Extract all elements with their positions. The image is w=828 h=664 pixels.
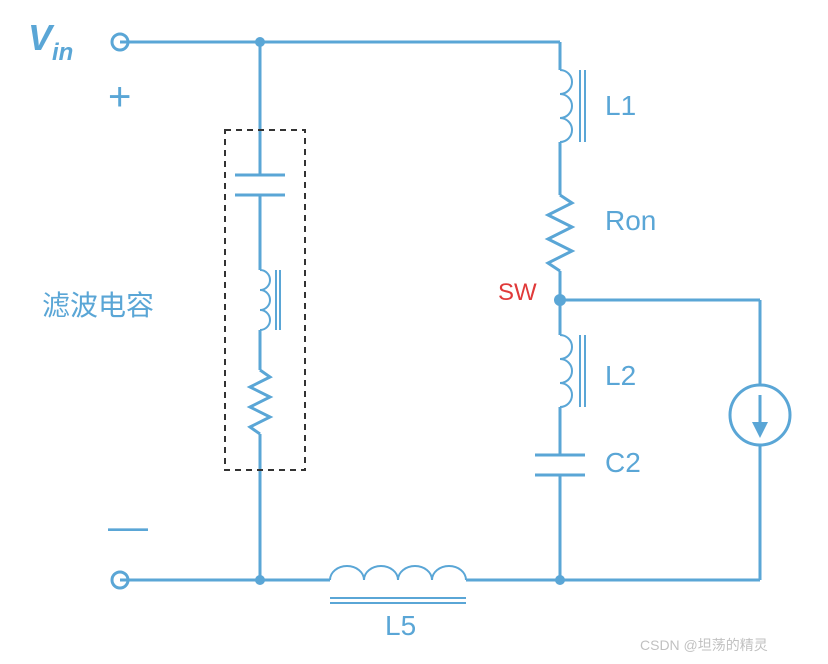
filter-cap-branch: [235, 42, 285, 580]
c2-label: C2: [605, 447, 641, 478]
l5-label: L5: [385, 610, 416, 641]
l2-inductor-icon: [560, 335, 585, 407]
watermark: CSDN @坦荡的精灵: [640, 637, 768, 653]
node-bot-right: [555, 575, 565, 585]
node-top-mid: [255, 37, 265, 47]
filter-cap-label: 滤波电容: [42, 290, 154, 321]
l2-label: L2: [605, 360, 636, 391]
ron-resistor-icon: [548, 195, 572, 271]
sw-label: SW: [498, 279, 537, 306]
l1-inductor-icon: [560, 70, 585, 142]
right-branch: [535, 42, 585, 580]
c2-capacitor-icon: [535, 455, 585, 475]
current-arrow-icon: [752, 422, 768, 438]
minus-sign: —: [108, 505, 148, 549]
l1-label: L1: [605, 90, 636, 121]
load-branch: [560, 300, 790, 580]
vin-sub: in: [52, 39, 73, 66]
vin-label: Vin: [28, 17, 73, 66]
filter-esl-icon: [260, 260, 280, 370]
vin-v: V: [28, 17, 55, 58]
plus-sign: +: [108, 75, 131, 119]
bottom-rail: [120, 566, 760, 603]
node-bot-mid: [255, 575, 265, 585]
filter-esr-icon: [250, 370, 270, 434]
circuit-diagram: Vin + 滤波电容: [0, 0, 828, 664]
l5-inductor-icon: [330, 566, 466, 603]
ron-label: Ron: [605, 205, 656, 236]
